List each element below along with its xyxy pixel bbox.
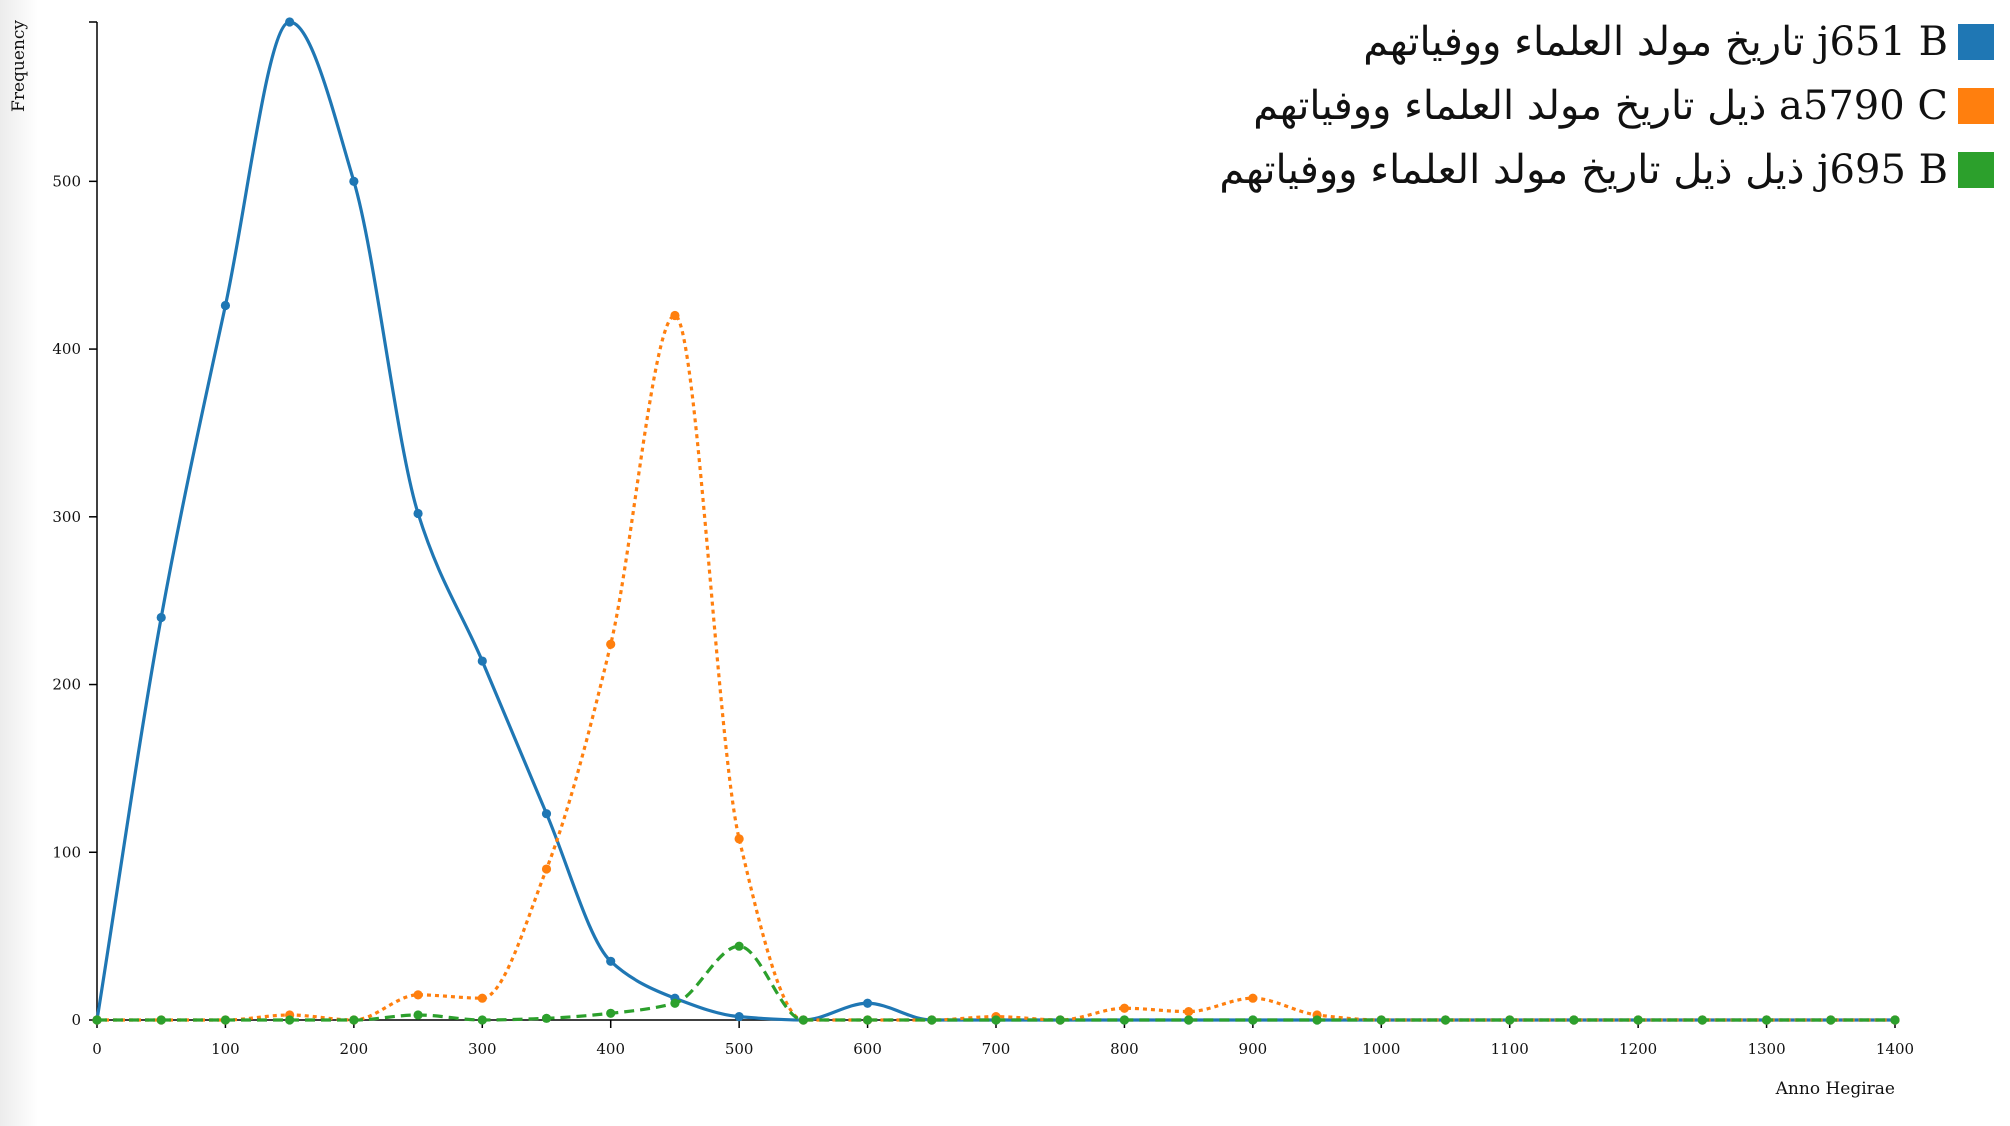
y-tick-label: 400 bbox=[52, 340, 81, 358]
series-1-point bbox=[285, 17, 295, 27]
series-3-point bbox=[1890, 1015, 1900, 1025]
series-2-point bbox=[477, 993, 487, 1003]
y-tick-label: 100 bbox=[52, 843, 81, 861]
series-1-point bbox=[734, 1012, 744, 1022]
series-3 bbox=[92, 941, 1900, 1025]
series-3-point bbox=[606, 1008, 616, 1018]
series-1-point bbox=[541, 809, 552, 819]
x-tick-label: 1400 bbox=[1876, 1040, 1914, 1058]
y-axis-label: Frequency bbox=[9, 20, 29, 112]
series-3-point bbox=[1055, 1015, 1065, 1025]
x-tick-label: 600 bbox=[853, 1040, 882, 1058]
series-3-point bbox=[1248, 1015, 1258, 1025]
y-tick-label: 0 bbox=[71, 1011, 81, 1029]
y-tick-label: 500 bbox=[52, 172, 81, 190]
series-3-point bbox=[477, 1015, 487, 1025]
series-1-point bbox=[349, 176, 359, 186]
x-tick-label: 700 bbox=[982, 1040, 1011, 1058]
series-3-point bbox=[670, 998, 680, 1008]
axes: 0 100 200 300 400 500 600 700 800 900 1000 1100 1200… bbox=[52, 21, 1914, 1058]
series-1-point bbox=[606, 956, 616, 966]
series-3-point bbox=[862, 1015, 873, 1025]
series-3-point bbox=[541, 1013, 552, 1023]
series-3-point bbox=[798, 1015, 808, 1025]
series-3-point bbox=[1119, 1015, 1130, 1025]
series-3-line bbox=[97, 944, 1895, 1022]
series-3-point bbox=[1376, 1015, 1386, 1025]
series-layer bbox=[92, 17, 1900, 1025]
x-tick-label: 0 bbox=[92, 1040, 102, 1058]
series-1-point bbox=[413, 508, 423, 519]
series-3-point bbox=[1569, 1015, 1579, 1025]
x-tick-label: 800 bbox=[1110, 1040, 1139, 1058]
x-tick-label: 1100 bbox=[1491, 1040, 1529, 1058]
x-tick-label: 100 bbox=[211, 1040, 240, 1058]
x-tick-label: 200 bbox=[340, 1040, 369, 1058]
series-3-point bbox=[1440, 1015, 1451, 1025]
series-2-point bbox=[1119, 1003, 1130, 1013]
series-2-point bbox=[606, 639, 616, 649]
x-tick-label: 400 bbox=[596, 1040, 625, 1058]
legend-label: ذيل ذيل تاريخ مولد العلماء ووفياتهم j695… bbox=[1219, 147, 1948, 193]
y-tick-label: 200 bbox=[52, 676, 81, 694]
y-tick-label: 300 bbox=[52, 508, 81, 526]
legend: تاريخ مولد العلماء ووفياتهم j651 B ذيل تا… bbox=[1219, 19, 1994, 193]
series-2-point bbox=[734, 834, 744, 844]
series-3-point bbox=[734, 941, 744, 951]
x-tick-label: 1000 bbox=[1362, 1040, 1400, 1058]
series-3-point bbox=[349, 1015, 359, 1025]
legend-label: تاريخ مولد العلماء ووفياتهم j651 B bbox=[1363, 19, 1948, 65]
series-2-point bbox=[670, 310, 680, 321]
legend-item-2: ذيل تاريخ مولد العلماء ووفياتهم a5790 C bbox=[1253, 83, 1994, 129]
series-2-point bbox=[413, 990, 423, 1000]
series-1-point bbox=[862, 998, 873, 1008]
series-2-point bbox=[541, 864, 552, 874]
series-3-point bbox=[1184, 1015, 1194, 1025]
series-1-point bbox=[156, 612, 166, 623]
series-3-point bbox=[1761, 1015, 1772, 1025]
legend-swatch bbox=[1958, 152, 1994, 188]
series-3-point bbox=[156, 1015, 166, 1025]
series-3-point bbox=[1633, 1015, 1643, 1025]
series-3-point bbox=[413, 1010, 423, 1020]
x-tick-label: 1300 bbox=[1747, 1040, 1785, 1058]
series-3-point bbox=[1312, 1015, 1322, 1025]
x-tick-label: 300 bbox=[468, 1040, 497, 1058]
series-2-line bbox=[97, 313, 1895, 1022]
legend-item-1: تاريخ مولد العلماء ووفياتهم j651 B bbox=[1363, 19, 1994, 65]
series-3-point bbox=[1697, 1015, 1707, 1025]
series-3-point bbox=[927, 1015, 937, 1025]
series-2-point bbox=[1248, 993, 1258, 1003]
x-tick-label: 900 bbox=[1239, 1040, 1268, 1058]
series-2 bbox=[92, 310, 1900, 1025]
legend-label: ذيل تاريخ مولد العلماء ووفياتهم a5790 C bbox=[1253, 83, 1948, 129]
legend-item-3: ذيل ذيل تاريخ مولد العلماء ووفياتهم j695… bbox=[1219, 147, 1994, 193]
series-2-point bbox=[1184, 1007, 1194, 1017]
legend-swatch bbox=[1958, 88, 1994, 124]
legend-swatch bbox=[1958, 24, 1994, 60]
series-3-point bbox=[92, 1015, 102, 1025]
x-axis-label: Anno Hegirae bbox=[1775, 1079, 1895, 1099]
series-3-point bbox=[1505, 1015, 1515, 1025]
series-1-point bbox=[220, 300, 231, 311]
series-3-point bbox=[285, 1015, 295, 1025]
series-3-point bbox=[1826, 1015, 1836, 1025]
series-3-point bbox=[220, 1015, 231, 1025]
series-1-point bbox=[477, 656, 487, 666]
series-3-point bbox=[991, 1015, 1001, 1025]
x-tick-label: 500 bbox=[725, 1040, 754, 1058]
x-tick-label: 1200 bbox=[1619, 1040, 1657, 1058]
left-edge-shade bbox=[0, 0, 38, 1126]
